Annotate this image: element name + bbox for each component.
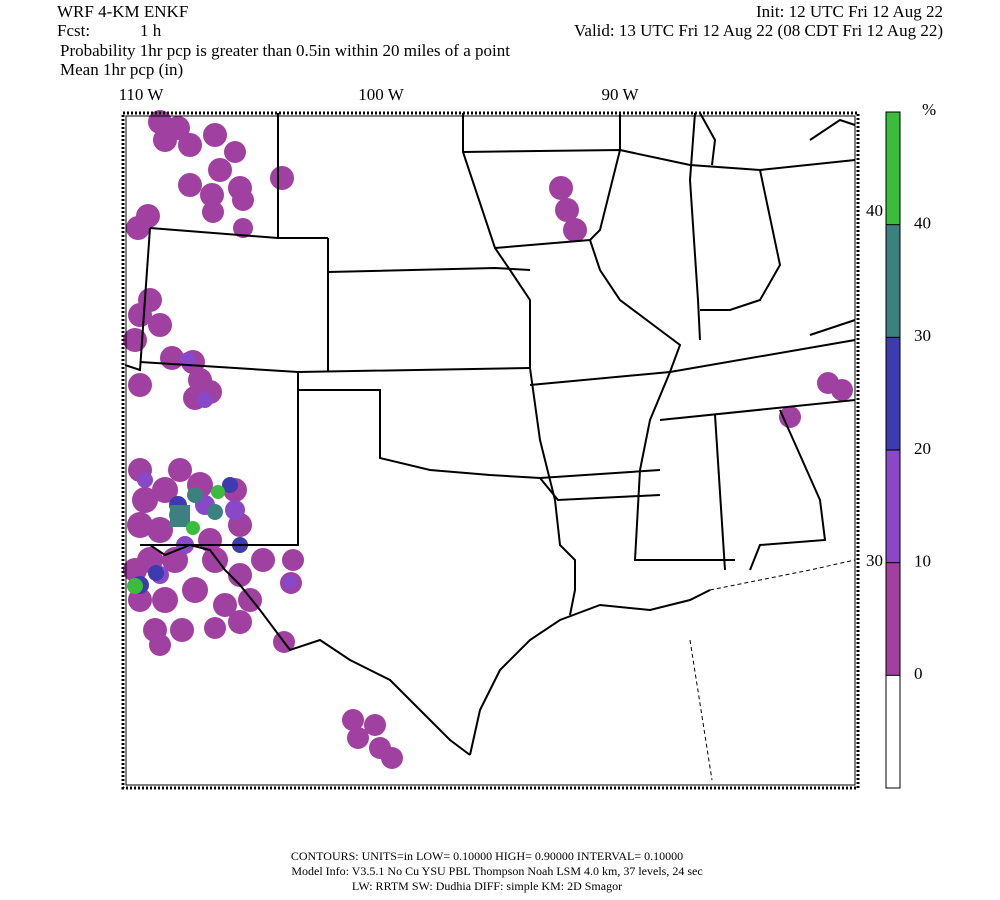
precip-areas — [123, 110, 853, 769]
colorbar-band — [886, 562, 900, 676]
lon-label: 110 W — [119, 85, 165, 104]
colorbar-unit: % — [922, 100, 936, 119]
colorbar-tick-label: 0 — [914, 664, 923, 683]
colorbar-tick-label: 40 — [914, 214, 931, 233]
colorbar-tick-label: 30 — [914, 326, 931, 345]
footer-contours: CONTOURS: UNITS=in LOW= 0.10000 HIGH= 0.… — [291, 849, 683, 863]
colorbar: 0 10 20 30 40 — [885, 111, 931, 789]
footer-model-info: Model Info: V3.5.1 No Cu YSU PBL Thompso… — [291, 864, 702, 878]
lon-label: 90 W — [602, 85, 640, 104]
subtitle: Probability 1hr pcp is greater than 0.5i… — [60, 41, 510, 60]
colorbar-band — [886, 450, 900, 563]
colorbar-band — [886, 112, 900, 225]
valid-time: Valid: 13 UTC Fri 12 Aug 22 (08 CDT Fri … — [574, 21, 943, 40]
init-time: Init: 12 UTC Fri 12 Aug 22 — [756, 2, 943, 21]
map-frame — [125, 115, 856, 786]
map-frame — [121, 111, 860, 790]
fcst-value: 1 h — [140, 21, 162, 40]
subtitle: Mean 1hr pcp (in) — [60, 60, 183, 79]
colorbar-band — [886, 337, 900, 450]
state-boundaries — [124, 112, 856, 781]
colorbar-band — [886, 675, 900, 788]
footer-physics: LW: RRTM SW: Dudhia DIFF: simple KM: 2D … — [352, 879, 622, 893]
colorbar-tick-label: 20 — [914, 439, 931, 458]
model-name: WRF 4-KM ENKF — [57, 2, 188, 21]
colorbar-tick-label: 10 — [914, 552, 931, 571]
fcst-label: Fcst: — [57, 21, 90, 40]
colorbar-band — [886, 224, 900, 338]
lon-label: 100 W — [358, 85, 404, 104]
